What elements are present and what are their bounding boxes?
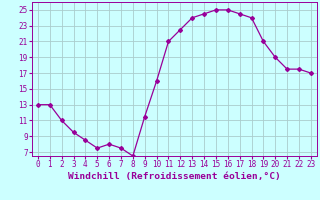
X-axis label: Windchill (Refroidissement éolien,°C): Windchill (Refroidissement éolien,°C) <box>68 172 281 181</box>
